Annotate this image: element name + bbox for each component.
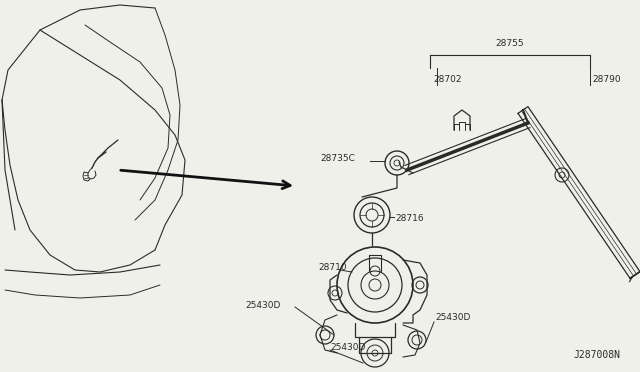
Text: 25430D: 25430D <box>330 343 365 353</box>
Text: 28790: 28790 <box>592 75 621 84</box>
Text: 25430D: 25430D <box>435 314 470 323</box>
Text: 28735C: 28735C <box>320 154 355 163</box>
Text: 28755: 28755 <box>496 39 524 48</box>
Text: J287008N: J287008N <box>573 350 620 360</box>
Text: 28702: 28702 <box>433 75 461 84</box>
Text: 25430D: 25430D <box>245 301 280 310</box>
Text: 28716: 28716 <box>395 214 424 222</box>
Text: 28710: 28710 <box>318 263 347 273</box>
